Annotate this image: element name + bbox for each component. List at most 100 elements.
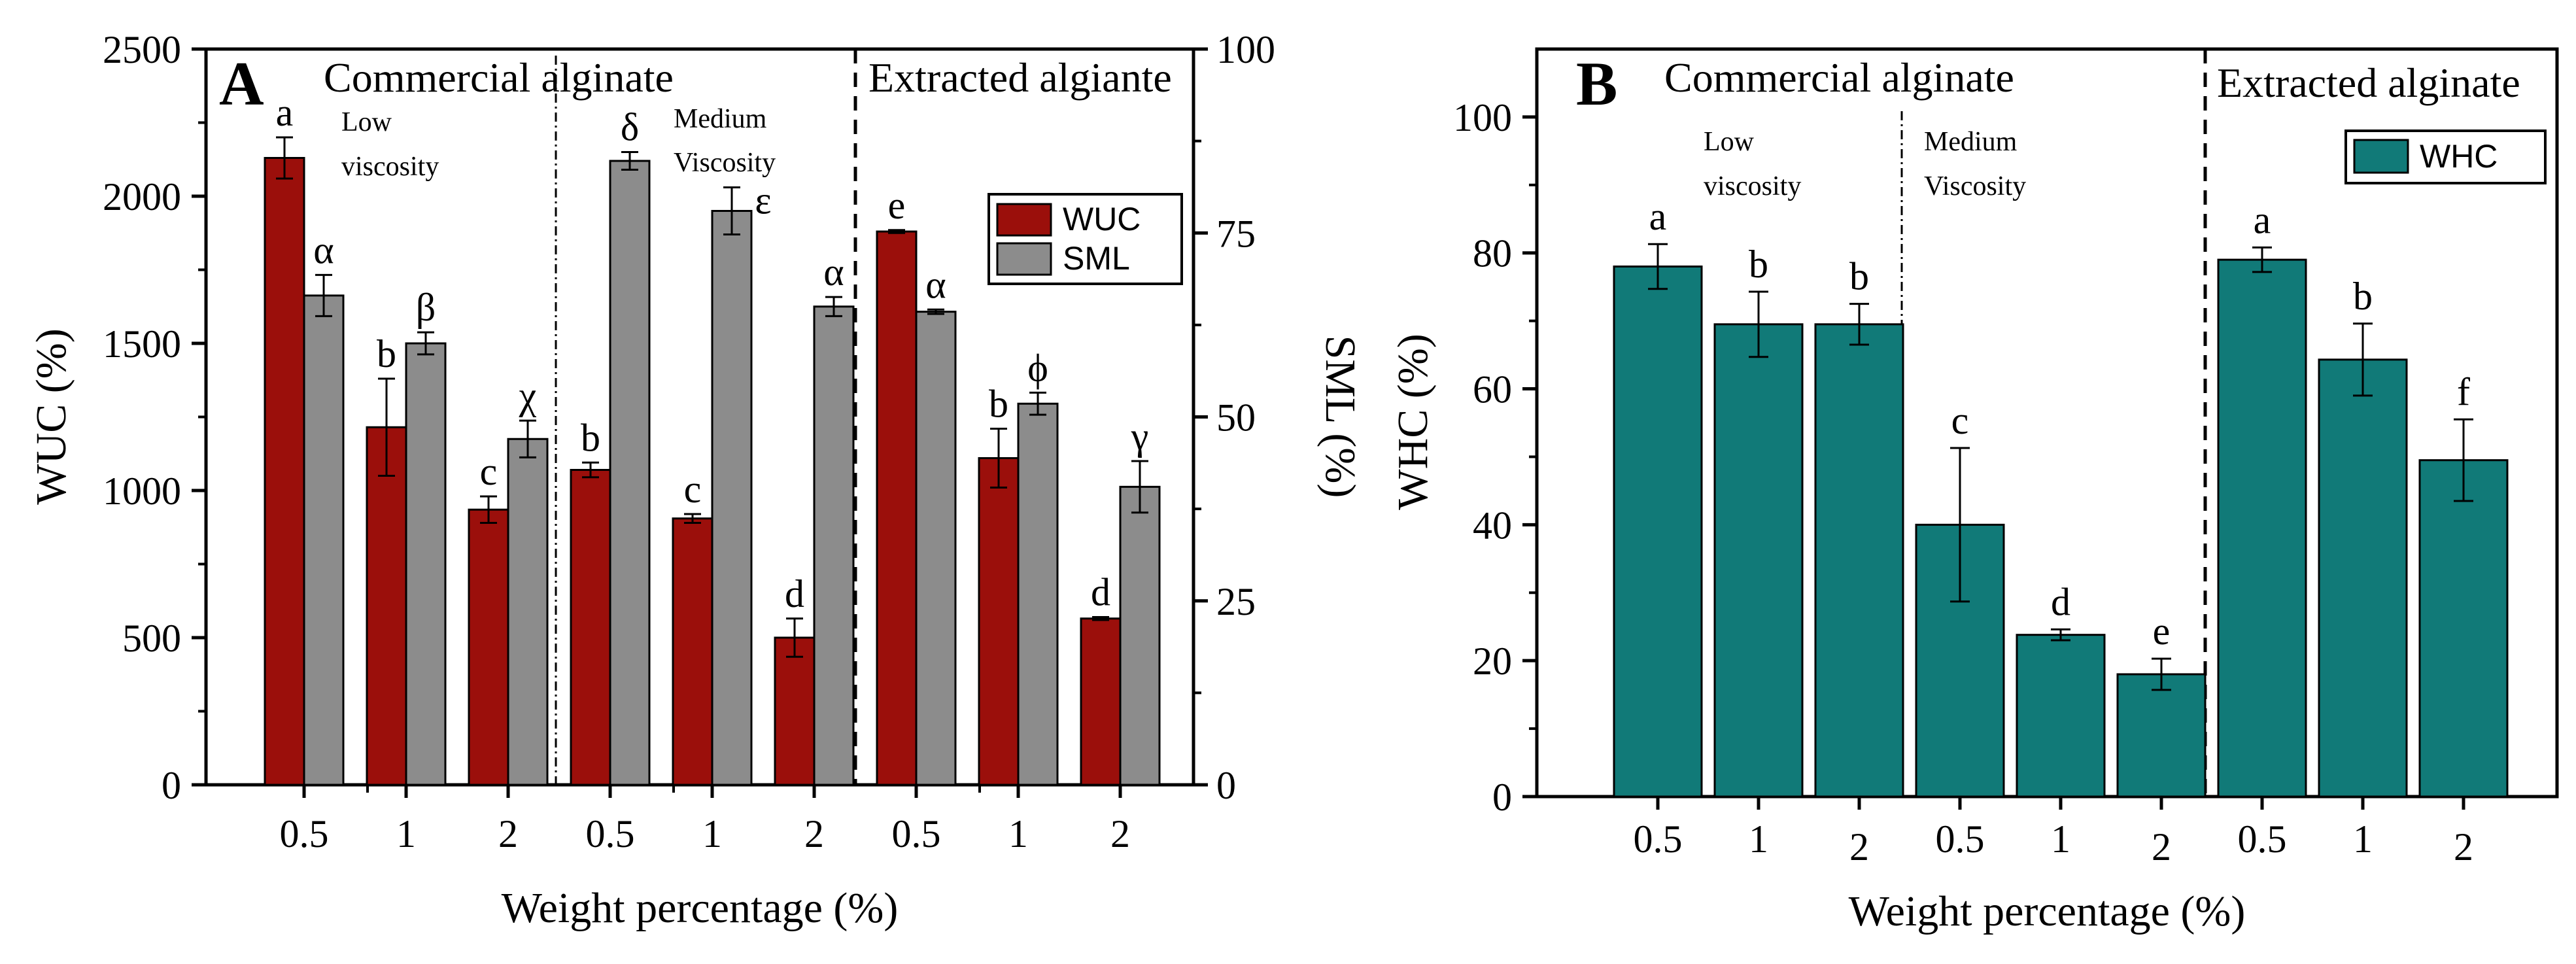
legend-wuc-label: WUC xyxy=(1063,201,1141,237)
wuc-bar xyxy=(570,469,611,786)
panel-b-legend: WHC xyxy=(2344,129,2547,184)
y-left-tick-label: 2500 xyxy=(103,28,181,71)
sml-letter: ε xyxy=(755,179,771,222)
legend-sml-swatch xyxy=(996,242,1052,276)
wuc-bar xyxy=(468,508,509,786)
panel-a-y-right-label: SML (%) xyxy=(1316,336,1364,498)
panel-a-title-extracted: Extracted algiante xyxy=(868,54,1172,101)
legend-whc-label: WHC xyxy=(2420,138,2498,175)
whc-letter: c xyxy=(1951,399,1969,442)
sml-letter: γ xyxy=(1131,415,1149,458)
panel-b-y-label: WHC (%) xyxy=(1389,334,1437,509)
y-left-tick-label: 1500 xyxy=(103,322,181,366)
y-left-tick-label: 0 xyxy=(162,764,181,807)
legend-whc-swatch xyxy=(2353,139,2409,174)
legend-sml-label: SML xyxy=(1063,240,1130,277)
wuc-letter: b xyxy=(989,383,1008,426)
wuc-bar xyxy=(672,517,713,786)
sml-bar xyxy=(711,210,753,786)
whc-bar xyxy=(2116,673,2207,798)
x-tick-label: 2 xyxy=(2454,825,2473,869)
panel-a: 0 500 1000 1500 2000 2500 0 25 50 75 100 0.5 1 2 0.5 1 2… xyxy=(27,28,1364,932)
sml-bar xyxy=(507,438,549,786)
y-tick-label: 100 xyxy=(1453,96,1512,139)
x-tick-label: 1 xyxy=(396,812,416,855)
sml-letter: α xyxy=(925,263,946,306)
wuc-bar xyxy=(1080,617,1122,786)
whc-letter: a xyxy=(1649,195,1667,238)
whc-bar xyxy=(1613,266,1703,798)
sml-bar xyxy=(405,342,447,786)
wuc-letter: a xyxy=(276,91,294,134)
wuc-letter: d xyxy=(785,572,804,615)
sml-letter: α xyxy=(313,228,334,271)
sml-bar xyxy=(813,305,855,786)
sml-bar xyxy=(915,311,957,786)
y-tick-label: 0 xyxy=(1492,776,1512,819)
x-tick-label: 2 xyxy=(1849,825,1869,869)
y-tick-label: 20 xyxy=(1473,640,1512,683)
panel-b-low-label-2: viscosity xyxy=(1704,171,1801,201)
wuc-letter: c xyxy=(684,468,702,511)
x-tick-label: 0.5 xyxy=(2238,818,2287,861)
x-tick-label: 1 xyxy=(702,812,722,855)
x-tick-label: 1 xyxy=(2353,818,2373,861)
panel-a-low-label-1: Low xyxy=(341,107,392,137)
y-tick-label: 80 xyxy=(1473,232,1512,275)
panel-a-label: A xyxy=(219,49,264,118)
sml-letter: δ xyxy=(621,106,639,149)
wuc-letter: e xyxy=(888,184,906,227)
x-tick-label: 0.5 xyxy=(280,812,329,855)
wuc-bar xyxy=(366,426,407,786)
wuc-letter: b xyxy=(377,332,396,375)
panel-a-title-commercial: Commercial alginate xyxy=(324,54,674,101)
whc-letter: a xyxy=(2254,198,2271,241)
panel-a-medium-label-2: Viscosity xyxy=(674,148,776,178)
sml-letter: χ xyxy=(519,374,537,417)
y-right-tick-label: 75 xyxy=(1216,212,1256,255)
wuc-bar xyxy=(774,636,816,786)
panel-a-legend: WUC SML xyxy=(987,193,1183,285)
whc-letter: f xyxy=(2457,370,2470,413)
y-left-tick-label: 2000 xyxy=(103,175,181,218)
x-tick-label: 0.5 xyxy=(892,812,941,855)
sml-bar xyxy=(1119,485,1161,786)
y-left-tick-label: 500 xyxy=(122,617,181,660)
x-tick-label: 0.5 xyxy=(1936,818,1985,861)
panel-b-title-extracted: Extracted alginate xyxy=(2217,60,2520,106)
sml-letter: α xyxy=(823,250,844,294)
wuc-bar xyxy=(978,457,1020,786)
panel-b-medium-label-1: Medium xyxy=(1924,127,2018,157)
y-tick-label: 60 xyxy=(1473,368,1512,411)
whc-letter: b xyxy=(1749,243,1768,286)
y-right-tick-label: 25 xyxy=(1216,580,1256,623)
whc-bar xyxy=(2418,459,2509,798)
wuc-bar xyxy=(264,157,305,786)
y-right-tick-label: 100 xyxy=(1216,28,1275,71)
sml-bar xyxy=(303,294,345,786)
panel-b-low-label-1: Low xyxy=(1704,127,1755,157)
sml-bar xyxy=(609,160,651,786)
whc-bar xyxy=(2016,634,2106,798)
x-tick-label: 1 xyxy=(2051,818,2070,861)
panel-b-title-commercial: Commercial alginate xyxy=(1664,54,2014,101)
y-tick-label: 40 xyxy=(1473,504,1512,547)
whc-letter: b xyxy=(1849,255,1869,298)
wuc-letter: b xyxy=(581,416,600,459)
panel-a-y-left-label: WUC (%) xyxy=(27,328,75,504)
whc-letter: b xyxy=(2353,275,2373,318)
x-tick-label: 0.5 xyxy=(1634,818,1683,861)
wuc-letter: c xyxy=(480,450,498,493)
whc-bar xyxy=(1713,323,1804,798)
panel-a-axes: 0 500 1000 1500 2000 2500 0 25 50 75 100 0.5 1 2 0.5 1 2… xyxy=(103,28,1275,855)
wuc-bar xyxy=(876,230,918,786)
x-tick-label: 2 xyxy=(804,812,824,855)
panel-a-low-label-2: viscosity xyxy=(341,152,439,182)
sml-letter: ϕ xyxy=(1027,346,1048,389)
whc-bar xyxy=(2318,358,2408,798)
x-tick-label: 0.5 xyxy=(586,812,635,855)
sml-letter: β xyxy=(416,286,436,329)
